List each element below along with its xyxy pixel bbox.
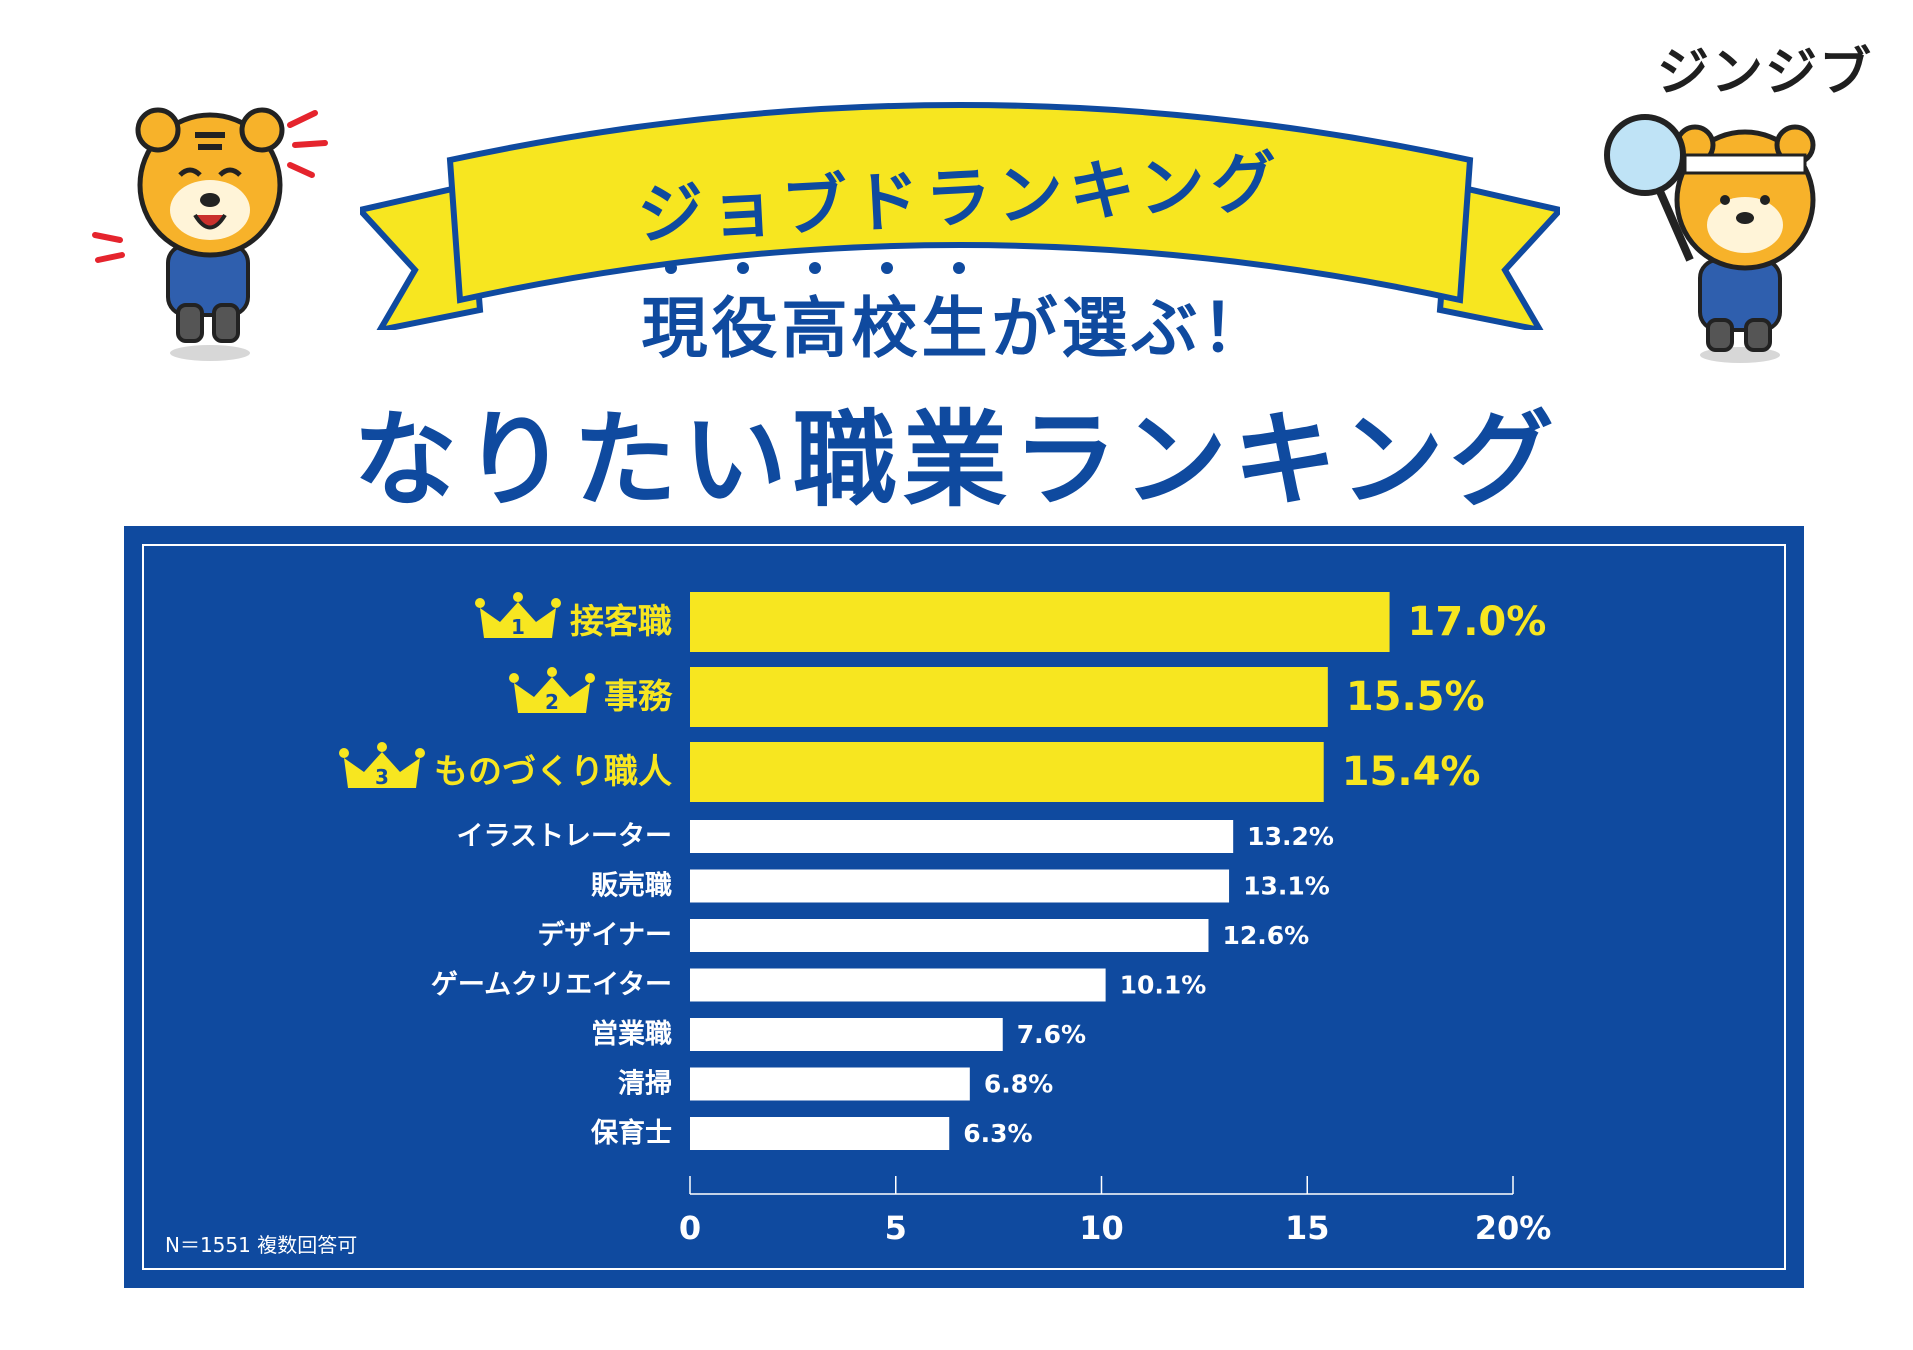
value-label: 6.8% — [984, 1070, 1053, 1099]
value-label: 7.6% — [1017, 1020, 1086, 1049]
ribbon-banner: ジョブドランキング — [354, 100, 1566, 335]
category-label: 保育士 — [590, 1117, 672, 1149]
rank-number: 2 — [545, 690, 559, 714]
chart-frame — [142, 544, 1786, 1270]
value-label: 17.0% — [1408, 599, 1547, 645]
bar — [690, 1117, 950, 1150]
category-label: 清掃 — [618, 1069, 672, 1100]
emphasis-dots — [665, 262, 1025, 276]
subtitle: 現役高校生が選ぶ！ — [641, 290, 1272, 367]
category-label: 営業職 — [591, 1018, 672, 1050]
x-tick-label: 15 — [1285, 1209, 1330, 1247]
value-label: 12.6% — [1222, 921, 1309, 950]
brand-logo: ジンジブ — [1656, 43, 1873, 103]
bar — [690, 667, 1328, 727]
alert-lines-icon — [92, 110, 328, 263]
bar — [690, 592, 1390, 652]
x-tick-label: 5 — [885, 1209, 907, 1247]
tiger-mascot-right — [1604, 114, 1816, 363]
category-label: デザイナー — [538, 919, 672, 951]
bar — [690, 1018, 1003, 1051]
value-label: 13.1% — [1243, 872, 1330, 901]
bar — [690, 968, 1106, 1002]
bar — [690, 742, 1324, 802]
rank-number: 3 — [375, 765, 389, 789]
bar — [690, 919, 1209, 952]
crown-icon — [339, 742, 425, 788]
category-label: ものづくり職人 — [434, 752, 672, 792]
x-tick-label: 20% — [1475, 1209, 1552, 1247]
magnifier-icon — [1604, 114, 1694, 262]
tiger-mascot-left — [92, 107, 328, 361]
page-title: なりたい職業ランキング — [353, 399, 1560, 521]
sample-note: N＝1551 複数回答可 — [165, 1233, 358, 1257]
bar — [690, 820, 1234, 853]
rank-number: 1 — [511, 615, 525, 639]
value-label: 6.3% — [963, 1119, 1032, 1148]
value-label: 15.5% — [1346, 674, 1485, 720]
crown-icon — [475, 592, 561, 638]
x-tick-label: 10 — [1079, 1209, 1124, 1247]
category-label: ゲームクリエイター — [431, 970, 672, 1001]
category-label: 事務 — [604, 677, 673, 717]
chart-panel — [124, 526, 1804, 1288]
category-label: 販売職 — [591, 871, 672, 902]
bar — [690, 869, 1230, 903]
category-label: 接客職 — [570, 602, 672, 642]
bar — [690, 1067, 970, 1101]
crown-icon — [509, 667, 595, 713]
x-tick-label: 0 — [679, 1209, 701, 1247]
value-label: 15.4% — [1342, 749, 1481, 795]
value-label: 10.1% — [1120, 971, 1207, 1000]
value-label: 13.2% — [1247, 822, 1334, 851]
category-label: イラストレーター — [457, 821, 672, 852]
